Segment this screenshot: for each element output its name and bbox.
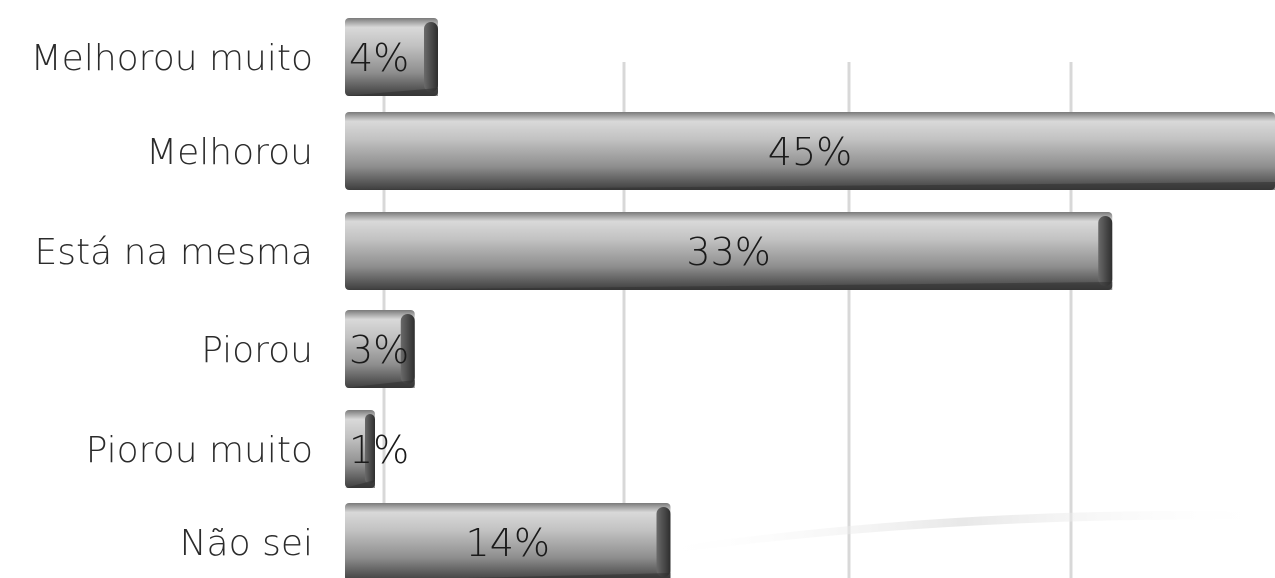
bar-shadow-4	[345, 380, 415, 388]
data-label: 4%	[349, 36, 409, 80]
bar-5	[345, 410, 375, 488]
category-label: Não sei	[180, 523, 313, 564]
bar-3	[345, 212, 1113, 290]
bar-body-3	[345, 212, 1113, 290]
bar-body-4	[345, 310, 415, 388]
category-label: Melhorou	[146, 132, 313, 173]
bar-end-cap-5	[365, 414, 375, 484]
category-label: Está na mesma	[34, 232, 313, 273]
category-label: Melhorou muito	[31, 38, 313, 79]
bar-body-6	[345, 503, 671, 578]
bar-body-1	[345, 18, 438, 96]
bar-1	[345, 18, 438, 96]
data-label: 33%	[686, 230, 770, 274]
bar-body-2	[345, 112, 1275, 190]
category-label: Piorou muito	[86, 430, 313, 471]
bar-shadow-6	[467, 573, 671, 578]
category-label: Piorou	[201, 330, 313, 371]
data-label: 1%	[349, 428, 409, 472]
floor-reflection	[650, 511, 1275, 556]
bars	[345, 18, 1275, 578]
data-label: 14%	[466, 521, 550, 565]
bar-6	[345, 503, 671, 578]
bar-shadow-2	[345, 182, 1275, 190]
bar-end-cap-3	[1098, 216, 1113, 286]
bar-end-cap-4	[400, 314, 415, 384]
data-label: 45%	[768, 130, 852, 174]
bar-shadow-5	[345, 480, 375, 488]
category-labels: Melhorou muito Melhorou Está na mesma Pioro…	[31, 38, 313, 564]
bar-2	[345, 112, 1275, 190]
bar-end-cap-6	[656, 507, 671, 577]
bar-shadow-3	[345, 282, 1113, 290]
data-label: 3%	[349, 328, 409, 372]
data-labels: 4% 45% 33% 3% 1% 14%	[349, 36, 852, 565]
bar-4	[345, 310, 415, 388]
bar-end-cap-1	[424, 22, 438, 92]
bar-shadow-1	[345, 88, 438, 96]
